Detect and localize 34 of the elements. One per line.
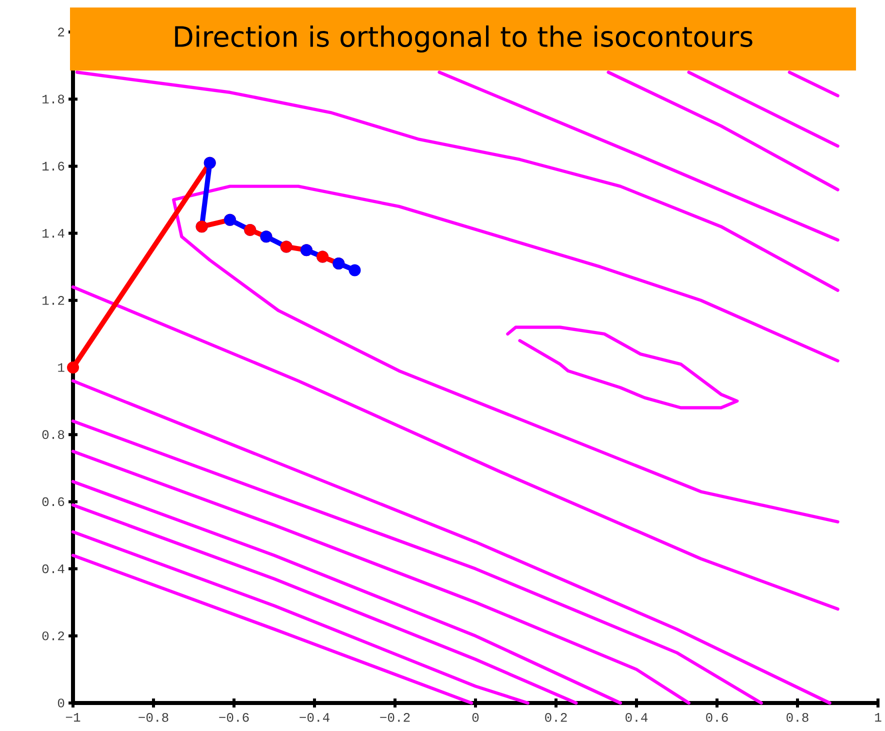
x-tick-label: −0.8: [138, 713, 168, 722]
y-tick-label: 0.2: [42, 631, 64, 640]
y-tick-label: 1.4: [42, 229, 64, 238]
x-tick-label: 0.2: [545, 713, 567, 722]
chart-title: Direction is orthogonal to the isocontours: [175, 25, 752, 53]
y-tick-label: 1.2: [42, 296, 64, 305]
line-series: [71, 503, 578, 705]
y-tick-label: 1.6: [42, 162, 64, 171]
x-tick-label: −0.2: [380, 713, 410, 722]
line-series: [71, 530, 530, 705]
y-tick-label: 0: [58, 698, 64, 708]
x-tick-label: 0.8: [786, 713, 808, 722]
y-tick-label: 2: [58, 28, 64, 36]
y-tick-label: 0.6: [42, 497, 64, 506]
x-tick-label: 0: [472, 713, 479, 722]
line-series: [71, 450, 690, 705]
line-series: [75, 70, 840, 292]
line-series: [71, 379, 832, 705]
line-series: [71, 420, 763, 705]
x-tick-label: −0.4: [300, 713, 330, 722]
x-tick-label: −0.6: [219, 713, 249, 722]
x-tick-label: 0.6: [706, 713, 728, 722]
y-tick-label: 1: [58, 363, 64, 372]
line-series: [506, 326, 739, 410]
line-series: [71, 480, 622, 705]
line-series: [71, 285, 840, 611]
point: [67, 361, 80, 374]
x-tick-label: −1: [66, 713, 80, 722]
point: [348, 264, 361, 276]
y-tick-label: 0.4: [42, 564, 64, 574]
y-tick-label: 0.8: [42, 430, 64, 440]
x-tick-label: 1: [875, 713, 882, 722]
x-tick-label: 0.4: [626, 713, 648, 722]
y-tick-label: 1.8: [42, 94, 64, 104]
